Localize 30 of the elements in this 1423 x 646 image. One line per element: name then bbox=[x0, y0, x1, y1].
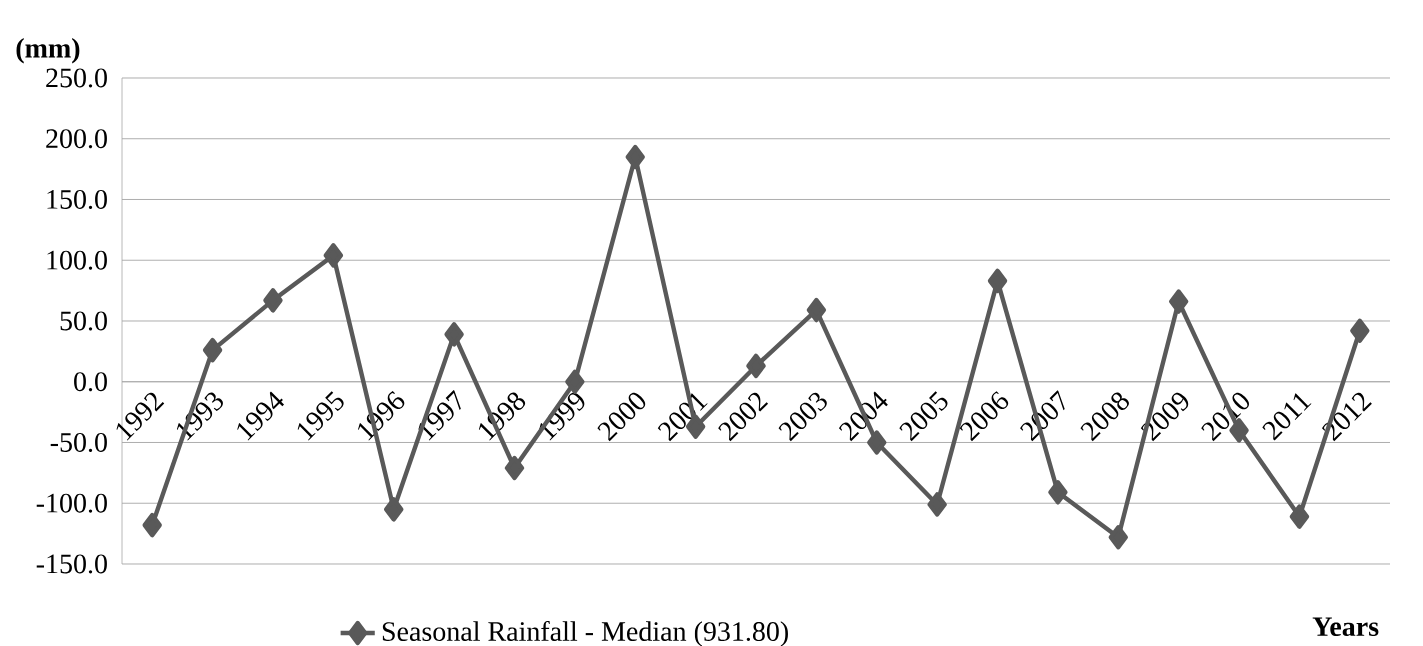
point bbox=[746, 353, 766, 379]
y-tick-label: -150.0 bbox=[36, 554, 107, 574]
point bbox=[202, 337, 223, 363]
y-tick-label: -50.0 bbox=[50, 432, 107, 453]
point bbox=[1289, 504, 1310, 529]
x-axis-title: Years bbox=[1312, 617, 1379, 637]
point bbox=[987, 268, 1008, 294]
y-tick-label: 200.0 bbox=[46, 129, 107, 149]
y-tick-label: 250.0 bbox=[46, 68, 107, 88]
point bbox=[444, 322, 464, 347]
point bbox=[1108, 525, 1128, 550]
y-tick-label: 100.0 bbox=[47, 250, 107, 270]
point bbox=[565, 369, 585, 394]
y-tick-label: 0.0 bbox=[74, 372, 107, 392]
y-tick-label: -100.0 bbox=[36, 493, 107, 513]
y-axis-title: (mm) bbox=[16, 37, 80, 64]
y-tick-label: 50.0 bbox=[60, 311, 107, 331]
point bbox=[1350, 318, 1370, 343]
point bbox=[504, 455, 525, 481]
point bbox=[1168, 289, 1189, 314]
point bbox=[323, 243, 344, 268]
point bbox=[142, 512, 162, 538]
point bbox=[1048, 480, 1068, 505]
y-tick-label: 150.0 bbox=[47, 189, 107, 210]
point bbox=[806, 297, 827, 323]
legend-label: Seasonal Rainfall - Median (931.80) bbox=[382, 620, 788, 646]
point bbox=[625, 144, 645, 170]
point bbox=[927, 492, 947, 517]
point bbox=[263, 288, 283, 313]
point bbox=[384, 497, 404, 522]
